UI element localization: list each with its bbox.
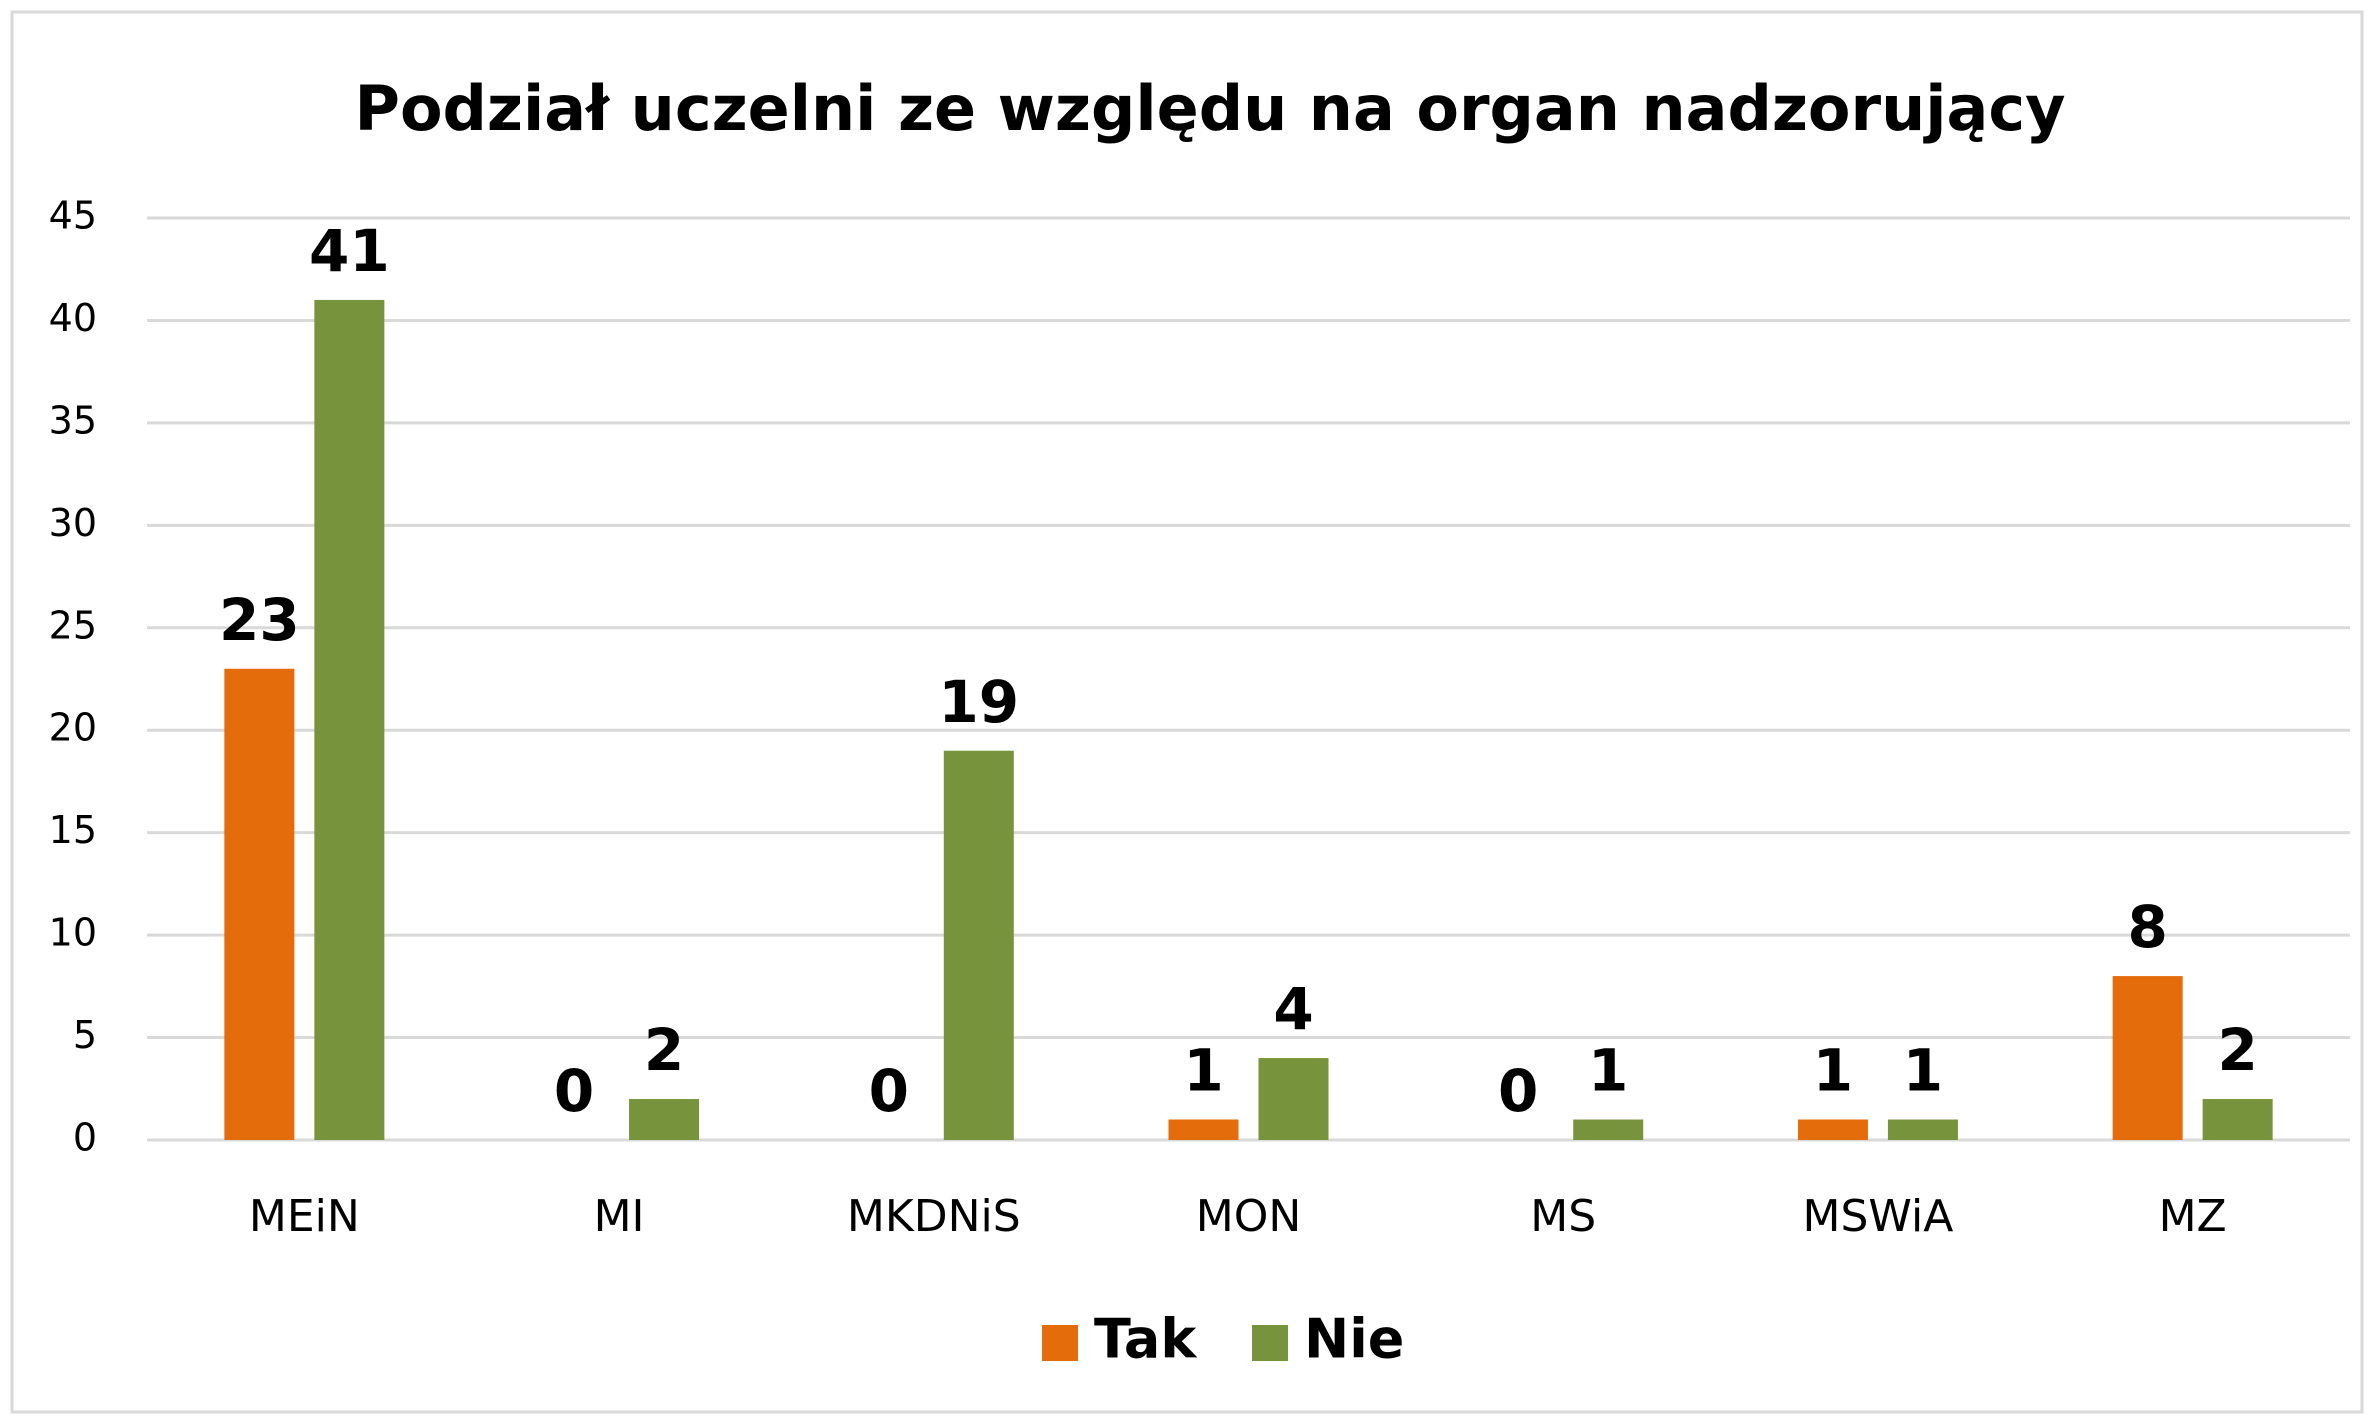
data-label: 41 (309, 217, 390, 285)
x-tick-label: MSWiA (1803, 1191, 1954, 1242)
data-label: 4 (1273, 975, 1313, 1043)
legend-swatch (1252, 1325, 1288, 1361)
data-label: 1 (1183, 1037, 1223, 1105)
y-tick-label: 0 (73, 1116, 97, 1160)
bar (943, 750, 1014, 1140)
bar (2112, 976, 2183, 1140)
data-label: 0 (554, 1057, 594, 1125)
data-label: 1 (1813, 1037, 1853, 1105)
y-tick-label: 10 (49, 911, 97, 955)
y-tick-label: 35 (49, 398, 97, 442)
x-tick-label: MS (1530, 1191, 1596, 1242)
legend-label: Tak (1094, 1308, 1197, 1371)
bar (1258, 1058, 1329, 1140)
x-tick-label: MI (594, 1191, 645, 1242)
data-label: 2 (2217, 1016, 2257, 1084)
chart-title: Podział uczelni ze względu na organ nadz… (355, 72, 2066, 145)
data-label: 19 (938, 668, 1019, 736)
bar (1797, 1119, 1868, 1140)
x-tick-label: MON (1196, 1191, 1302, 1242)
y-tick-label: 15 (49, 808, 97, 852)
y-tick-label: 5 (73, 1013, 97, 1057)
x-tick-label: MKDNiS (847, 1191, 1021, 1242)
bar (2202, 1099, 2273, 1140)
bar (1887, 1119, 1958, 1140)
bar (1168, 1119, 1239, 1140)
data-label: 23 (219, 586, 300, 654)
y-tick-label: 20 (49, 706, 97, 750)
legend-label: Nie (1304, 1308, 1404, 1371)
data-label: 0 (1498, 1057, 1538, 1125)
legend-swatch (1042, 1325, 1078, 1361)
data-label: 8 (2127, 893, 2167, 961)
chart-border (10, 10, 2364, 1414)
bar (314, 299, 385, 1140)
x-tick-label: MZ (2159, 1191, 2227, 1242)
data-label: 1 (1588, 1037, 1628, 1105)
data-label: 2 (644, 1016, 684, 1084)
bar (1573, 1119, 1644, 1140)
y-tick-label: 25 (49, 603, 97, 647)
y-tick-label: 30 (49, 501, 97, 545)
bar (629, 1099, 700, 1140)
data-label: 1 (1903, 1037, 1943, 1105)
data-label: 0 (869, 1057, 909, 1125)
y-tick-label: 40 (49, 296, 97, 340)
x-tick-label: MEiN (249, 1191, 360, 1242)
y-tick-label: 45 (49, 194, 97, 238)
bar (224, 668, 295, 1140)
